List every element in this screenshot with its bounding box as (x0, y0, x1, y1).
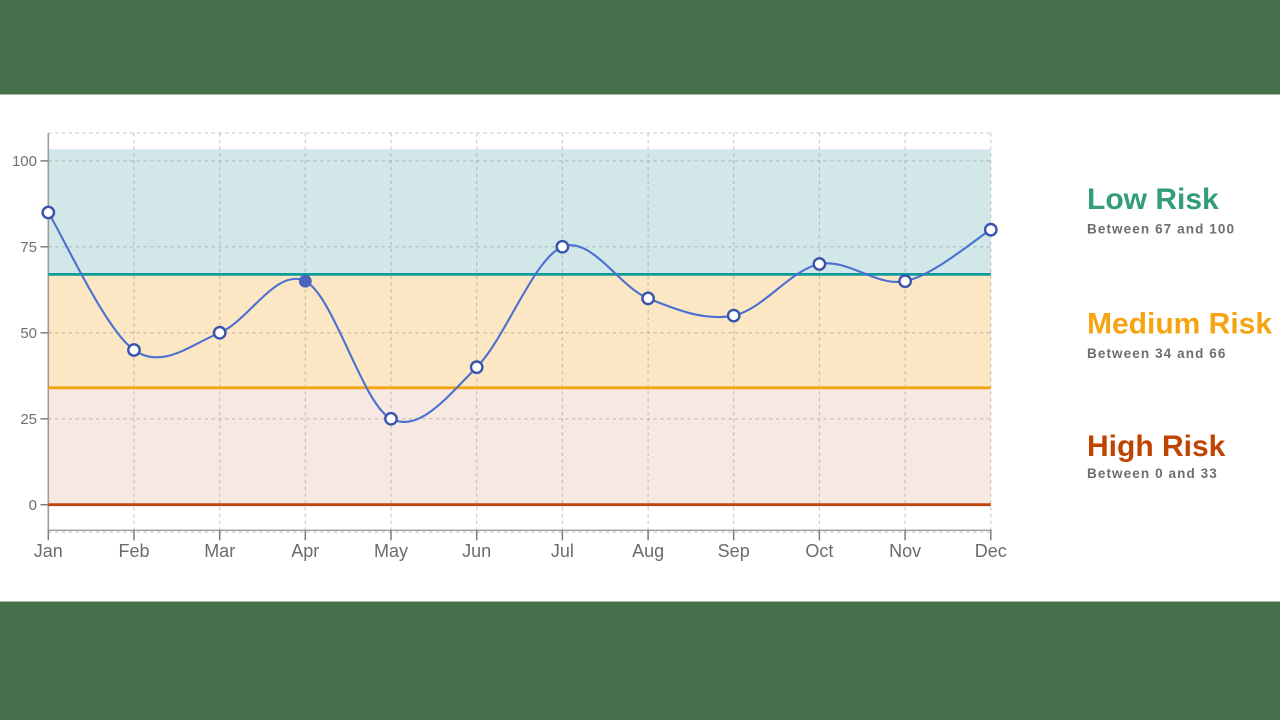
svg-text:Jul: Jul (551, 541, 574, 561)
svg-text:Medium Risk: Medium Risk (1087, 307, 1272, 340)
svg-text:Sep: Sep (718, 541, 750, 561)
svg-text:Jun: Jun (462, 541, 491, 561)
svg-text:Mar: Mar (204, 541, 235, 561)
svg-text:Aug: Aug (632, 541, 664, 561)
svg-text:100: 100 (12, 153, 37, 170)
svg-text:Dec: Dec (975, 541, 1007, 561)
svg-text:Oct: Oct (805, 541, 833, 561)
svg-text:50: 50 (20, 325, 37, 342)
svg-text:Between 0 and 33: Between 0 and 33 (1087, 466, 1218, 481)
svg-text:Between 34 and 66: Between 34 and 66 (1087, 346, 1227, 361)
svg-text:Low Risk: Low Risk (1087, 183, 1219, 216)
svg-text:0: 0 (29, 497, 37, 514)
svg-text:Nov: Nov (889, 541, 921, 561)
svg-text:25: 25 (20, 411, 37, 428)
svg-text:Feb: Feb (118, 541, 149, 561)
svg-text:Apr: Apr (291, 541, 319, 561)
svg-text:May: May (374, 541, 408, 561)
svg-text:High Risk: High Risk (1087, 430, 1226, 463)
svg-text:75: 75 (20, 239, 37, 256)
svg-text:Jan: Jan (34, 541, 63, 561)
svg-text:Between 67 and 100: Between 67 and 100 (1087, 222, 1235, 237)
